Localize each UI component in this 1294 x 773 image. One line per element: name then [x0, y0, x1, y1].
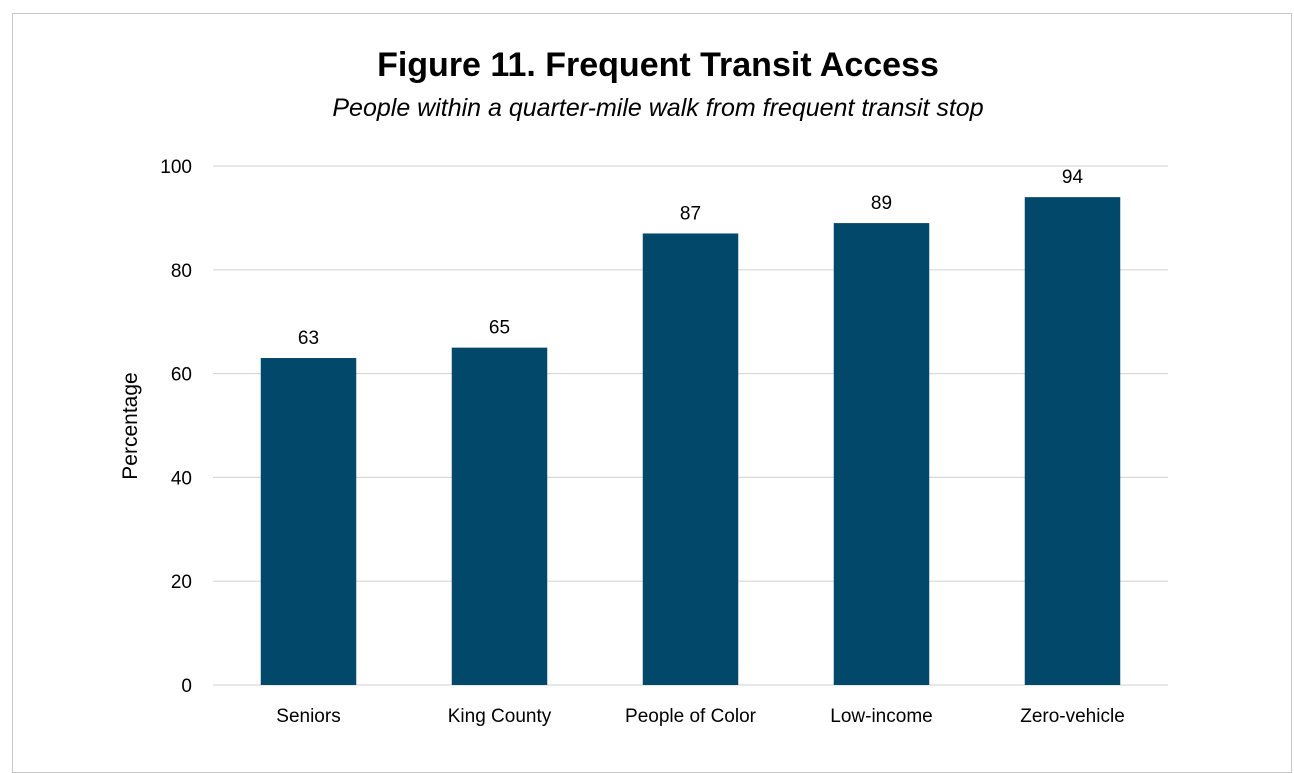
y-tick-label: 40	[171, 468, 192, 489]
y-tick-label: 20	[171, 572, 192, 593]
data-label: 87	[680, 203, 701, 224]
chart-subtitle: People within a quarter-mile walk from f…	[332, 94, 984, 122]
x-tick-label: Seniors	[276, 706, 340, 727]
data-labels: 63 65 87 89 94	[298, 167, 1084, 349]
bar	[1024, 197, 1121, 685]
x-tick-label: Low-income	[830, 706, 932, 727]
chart-title: Figure 11. Frequent Transit Access	[377, 46, 939, 84]
data-label: 65	[489, 318, 510, 339]
y-tick-label: 0	[181, 676, 192, 697]
data-label: 89	[871, 193, 892, 214]
y-axis-label: Percentage	[119, 372, 142, 479]
y-tick-label: 100	[160, 157, 192, 178]
bar	[642, 233, 739, 685]
x-tick-label: King County	[448, 706, 552, 727]
data-label: 63	[298, 328, 319, 349]
data-label: 94	[1062, 167, 1084, 188]
y-tick-label: 60	[171, 365, 192, 386]
x-tick-label: People of Color	[625, 706, 757, 727]
x-tick-label: Zero-vehicle	[1020, 706, 1125, 727]
x-axis-categories: Seniors King County People of Color Low-inc…	[276, 706, 1124, 727]
bar	[451, 347, 548, 685]
y-tick-label: 80	[171, 261, 192, 282]
bar	[833, 223, 930, 685]
bars	[260, 197, 1121, 685]
y-axis-ticks: 0 20 40 60 80 100	[160, 157, 192, 697]
bar	[260, 358, 357, 685]
